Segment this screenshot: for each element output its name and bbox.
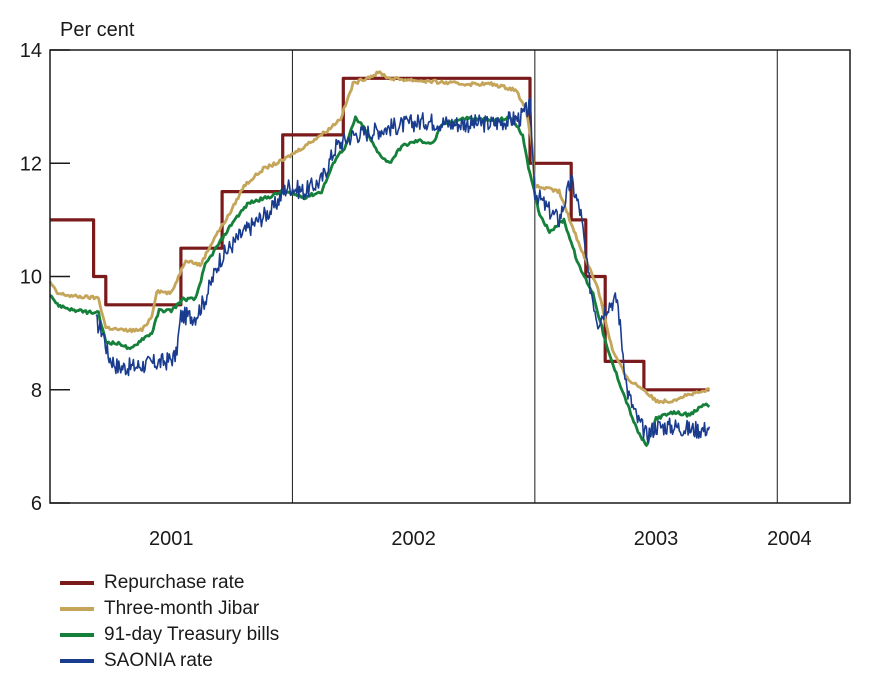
- y-axis-label: Per cent: [60, 19, 135, 41]
- x-tick-label: 2002: [391, 528, 436, 550]
- legend-swatch: [60, 659, 94, 663]
- x-tick-label: 2004: [767, 528, 812, 550]
- year-dividers: [291, 50, 778, 503]
- series-line-91-day-treasury-bills: [49, 115, 711, 447]
- x-tick-label: 2001: [149, 528, 194, 550]
- series-lines: [48, 70, 711, 447]
- legend-label: 91-day Treasury bills: [104, 624, 280, 645]
- series-line-three-month-jibar: [48, 70, 711, 405]
- y-tick-label: 10: [20, 267, 42, 289]
- y-tick-label: 14: [20, 40, 42, 62]
- y-tick-label: 12: [20, 153, 42, 175]
- x-tick-label: 2003: [634, 528, 679, 550]
- y-axis: 6 8 10 12 14: [20, 40, 70, 515]
- legend-label: Three-month Jibar: [104, 598, 260, 619]
- legend-item-three-month-jibar: Three-month Jibar: [60, 596, 279, 622]
- y-tick-label: 8: [31, 380, 42, 402]
- x-axis-labels: 2001 2002 2003 2004: [149, 528, 812, 550]
- legend-label: Repurchase rate: [104, 572, 245, 593]
- legend-label: SAONIA rate: [104, 650, 213, 671]
- legend-swatch: [60, 633, 94, 637]
- plot-frame: [49, 49, 851, 504]
- legend-swatch: [60, 607, 94, 611]
- legend: Repurchase rate Three-month Jibar 91-day…: [60, 570, 279, 674]
- legend-item-saonia-rate: SAONIA rate: [60, 648, 279, 674]
- legend-swatch: [60, 581, 94, 585]
- legend-item-91-day-treasury-bills: 91-day Treasury bills: [60, 622, 279, 648]
- series-line-saonia-rate: [95, 97, 711, 444]
- y-tick-label: 6: [31, 493, 42, 515]
- legend-item-repurchase-rate: Repurchase rate: [60, 570, 279, 596]
